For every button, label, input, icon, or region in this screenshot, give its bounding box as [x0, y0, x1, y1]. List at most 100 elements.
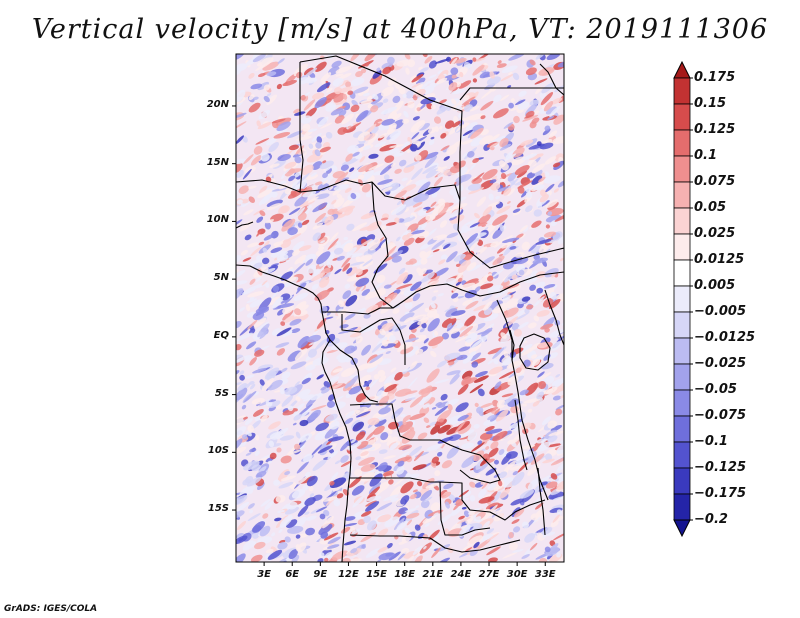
lon-tick-label: 33E — [534, 569, 556, 580]
field-blob — [245, 303, 251, 312]
field-blob — [348, 476, 363, 488]
field-blob — [360, 464, 376, 472]
field-blob — [252, 54, 262, 60]
field-blob — [251, 397, 265, 405]
field-blob — [380, 432, 389, 441]
field-blob — [388, 132, 401, 143]
field-blob — [555, 408, 563, 416]
field-blob — [416, 141, 426, 151]
field-blob — [296, 461, 309, 474]
field-blob — [465, 332, 478, 343]
field-blob — [248, 72, 255, 79]
field-blob — [290, 190, 297, 197]
field-blob — [545, 481, 558, 489]
field-blob — [308, 485, 314, 492]
field-blob — [428, 139, 435, 146]
field-blob — [458, 524, 471, 537]
field-blob — [444, 120, 455, 129]
field-blob — [346, 223, 355, 231]
field-blob — [311, 132, 322, 142]
field-blob — [426, 425, 431, 428]
field-blob — [266, 94, 277, 106]
field-blob — [250, 155, 262, 166]
field-blob — [248, 94, 255, 101]
field-blob — [433, 330, 439, 337]
field-blob — [314, 149, 321, 157]
field-blob — [486, 533, 499, 542]
field-blob — [336, 193, 343, 200]
field-blob — [335, 66, 352, 74]
field-blob — [240, 249, 249, 256]
field-blob — [473, 450, 485, 462]
field-blob — [236, 494, 248, 506]
field-blob — [255, 306, 270, 314]
field-blob — [539, 91, 547, 100]
field-blob — [350, 104, 360, 113]
drc-east-border — [496, 299, 549, 501]
lon-tick-label: 21E — [422, 569, 444, 580]
field-blob — [411, 361, 417, 366]
field-blob — [417, 480, 423, 487]
field-blob — [288, 207, 301, 216]
field-blob — [527, 463, 541, 476]
colorbar-label: 0.125 — [694, 122, 736, 137]
coastline-north-segment — [236, 221, 254, 229]
field-blob — [245, 374, 255, 379]
field-blob — [545, 183, 555, 193]
field-blob — [319, 146, 331, 153]
field-blob — [383, 373, 396, 385]
field-blob — [361, 544, 366, 549]
field-blob — [343, 236, 349, 241]
field-blob — [440, 145, 450, 151]
colorbar-label: −0.075 — [694, 408, 747, 423]
field-blob — [287, 350, 302, 362]
field-blob — [478, 410, 484, 417]
field-blob — [428, 336, 444, 347]
field-blob — [330, 108, 344, 116]
field-blob — [322, 172, 329, 179]
field-blob — [272, 285, 280, 293]
field-blob — [377, 514, 392, 523]
field-blob — [419, 406, 430, 416]
field-blob — [437, 166, 444, 173]
field-blob — [381, 118, 396, 126]
field-blob — [515, 252, 525, 258]
field-blob — [437, 436, 454, 444]
field-blob — [253, 96, 259, 100]
field-blob — [247, 319, 258, 330]
field-blob — [472, 172, 485, 182]
field-blob — [434, 378, 450, 384]
field-blob — [363, 133, 376, 141]
field-blob — [415, 505, 420, 509]
field-blob — [555, 374, 561, 378]
colorbar-segment — [673, 311, 691, 339]
field-blob — [243, 460, 260, 471]
field-blob — [408, 445, 423, 457]
field-blob — [429, 421, 437, 427]
field-blob — [293, 292, 309, 302]
field-blob — [513, 328, 522, 337]
field-blob — [341, 254, 353, 268]
field-blob — [531, 175, 543, 185]
field-blob — [504, 153, 517, 162]
field-blob — [530, 453, 545, 465]
field-blob — [503, 187, 512, 196]
field-blob — [356, 110, 369, 123]
field-blob — [488, 447, 499, 458]
field-blob — [479, 71, 491, 79]
field-blob — [370, 281, 385, 293]
field-blob — [368, 482, 381, 494]
field-blob — [469, 383, 484, 394]
colorbar-segment — [673, 389, 691, 417]
field-blob — [492, 255, 505, 266]
field-blob — [355, 456, 362, 461]
field-blob — [407, 377, 418, 389]
field-blob — [446, 370, 461, 376]
field-blob — [483, 313, 499, 322]
field-blob — [333, 87, 343, 95]
field-blob — [262, 61, 279, 71]
field-blob — [418, 397, 426, 406]
field-blob — [268, 421, 281, 430]
field-blob — [363, 248, 376, 257]
field-blob — [254, 321, 270, 333]
